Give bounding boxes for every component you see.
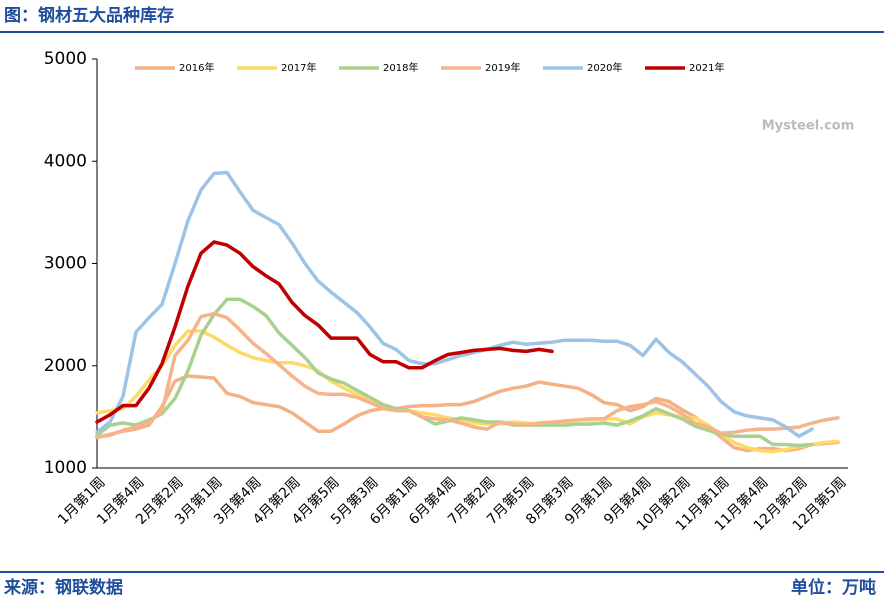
y-tick-label: 5000: [44, 49, 87, 69]
series-line: [95, 297, 814, 448]
series-line: [95, 240, 554, 424]
y-tick-label: 4000: [44, 151, 87, 171]
y-tick-label: 3000: [44, 254, 87, 274]
series-line: [95, 170, 814, 439]
page-title: 图：钢材五大品种库存: [4, 5, 174, 26]
y-tick-label: 2000: [44, 356, 87, 376]
legend-label: 2018年: [383, 61, 418, 74]
watermark: Mysteel.com: [762, 119, 855, 134]
source: 来源：钢联数据: [3, 577, 123, 598]
legend-label: 2016年: [179, 61, 214, 74]
legend-label: 2021年: [689, 61, 724, 74]
unit: 单位：万吨: [791, 577, 876, 598]
series-line: [95, 311, 840, 440]
legend-label: 2017年: [281, 61, 316, 74]
legend-label: 2020年: [587, 61, 622, 74]
legend-label: 2019年: [485, 61, 520, 74]
y-tick-label: 1000: [44, 458, 87, 478]
